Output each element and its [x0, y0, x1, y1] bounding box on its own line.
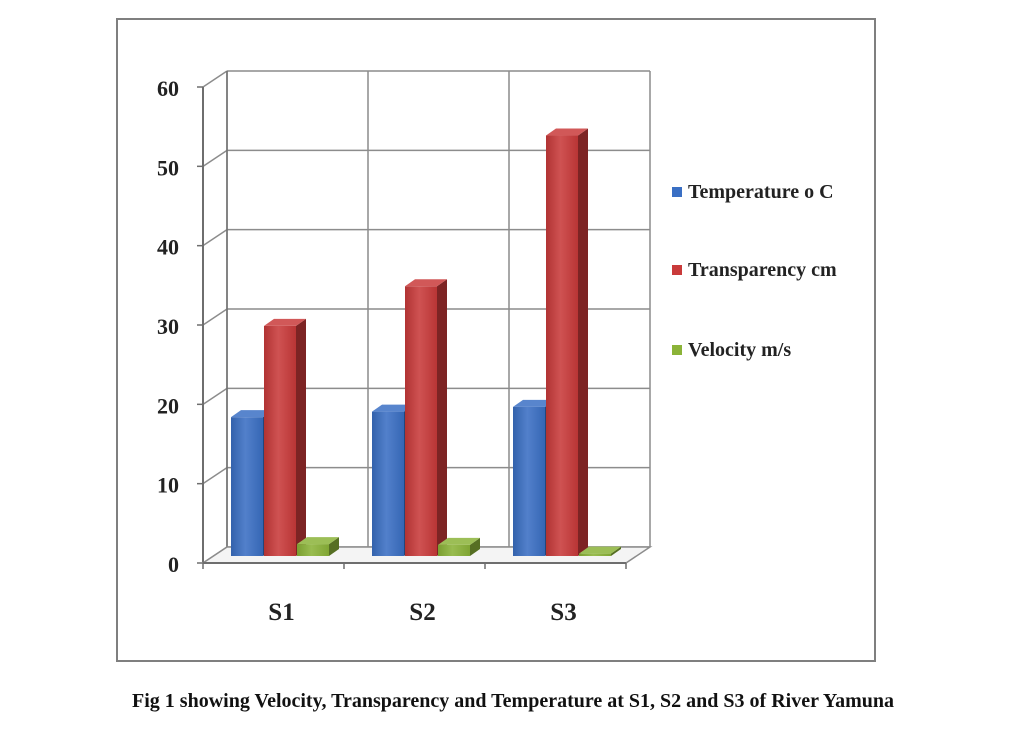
side-wall-gridline: [202, 467, 228, 485]
legend-item: Temperature o C: [672, 181, 834, 203]
bar-side: [296, 318, 306, 556]
bar-s1-transparency-cm: [264, 318, 306, 556]
y-tick-label: 40: [157, 235, 179, 260]
bar-s1-velocity-m-s: [297, 537, 339, 556]
bar-top: [372, 404, 414, 412]
side-wall-gridline: [202, 149, 228, 167]
y-tick-label: 30: [157, 314, 179, 339]
legend-swatch: [672, 265, 682, 275]
bar-front: [546, 135, 578, 557]
bar-s2-transparency-cm: [405, 279, 447, 556]
bar-top: [405, 279, 447, 287]
bar-front: [513, 406, 545, 556]
side-wall-gridline: [202, 70, 228, 88]
bar-front: [405, 286, 437, 556]
legend-swatch: [672, 187, 682, 197]
y-tick-label: 50: [157, 155, 179, 180]
bar-top: [264, 318, 306, 326]
figure-caption: Fig 1 showing Velocity, Transparency and…: [132, 690, 894, 712]
bar-top: [231, 410, 273, 418]
bar-front: [231, 417, 263, 556]
legend-item: Transparency cm: [672, 259, 837, 281]
bar-front: [372, 411, 404, 556]
bar-s3-transparency-cm: [546, 128, 588, 557]
bar-front: [264, 325, 296, 556]
bar-s2-velocity-m-s: [438, 537, 480, 556]
bar-side: [437, 279, 447, 556]
bar-top: [579, 546, 621, 554]
bar-front: [579, 553, 611, 556]
legend-label: Velocity m/s: [688, 339, 791, 361]
bar-top: [546, 128, 588, 136]
bar-top: [438, 537, 480, 545]
y-tick-label: 60: [157, 76, 179, 101]
x-tick-label: S3: [550, 599, 576, 626]
legend-item: Velocity m/s: [672, 339, 791, 361]
x-tick-label: S2: [409, 599, 435, 626]
bar-side: [470, 537, 480, 556]
legend-label: Transparency cm: [688, 259, 837, 281]
bar-s3-velocity-m-s: [579, 546, 621, 556]
bar-side: [329, 537, 339, 556]
y-tick-label: 10: [157, 473, 179, 498]
legend-swatch: [672, 345, 682, 355]
y-tick-label: 0: [168, 552, 179, 577]
bar-top: [297, 537, 339, 545]
bar-top: [513, 399, 555, 407]
side-wall-gridline: [202, 229, 228, 247]
x-tick-label: S1: [268, 599, 294, 626]
bar-front: [297, 544, 329, 556]
bar-front: [438, 544, 470, 556]
side-wall-gridline: [202, 387, 228, 405]
legend-label: Temperature o C: [688, 181, 834, 203]
side-wall-gridline: [202, 308, 228, 326]
y-tick-label: 20: [157, 393, 179, 418]
bar-side: [578, 128, 588, 557]
bar-side: [611, 546, 621, 556]
